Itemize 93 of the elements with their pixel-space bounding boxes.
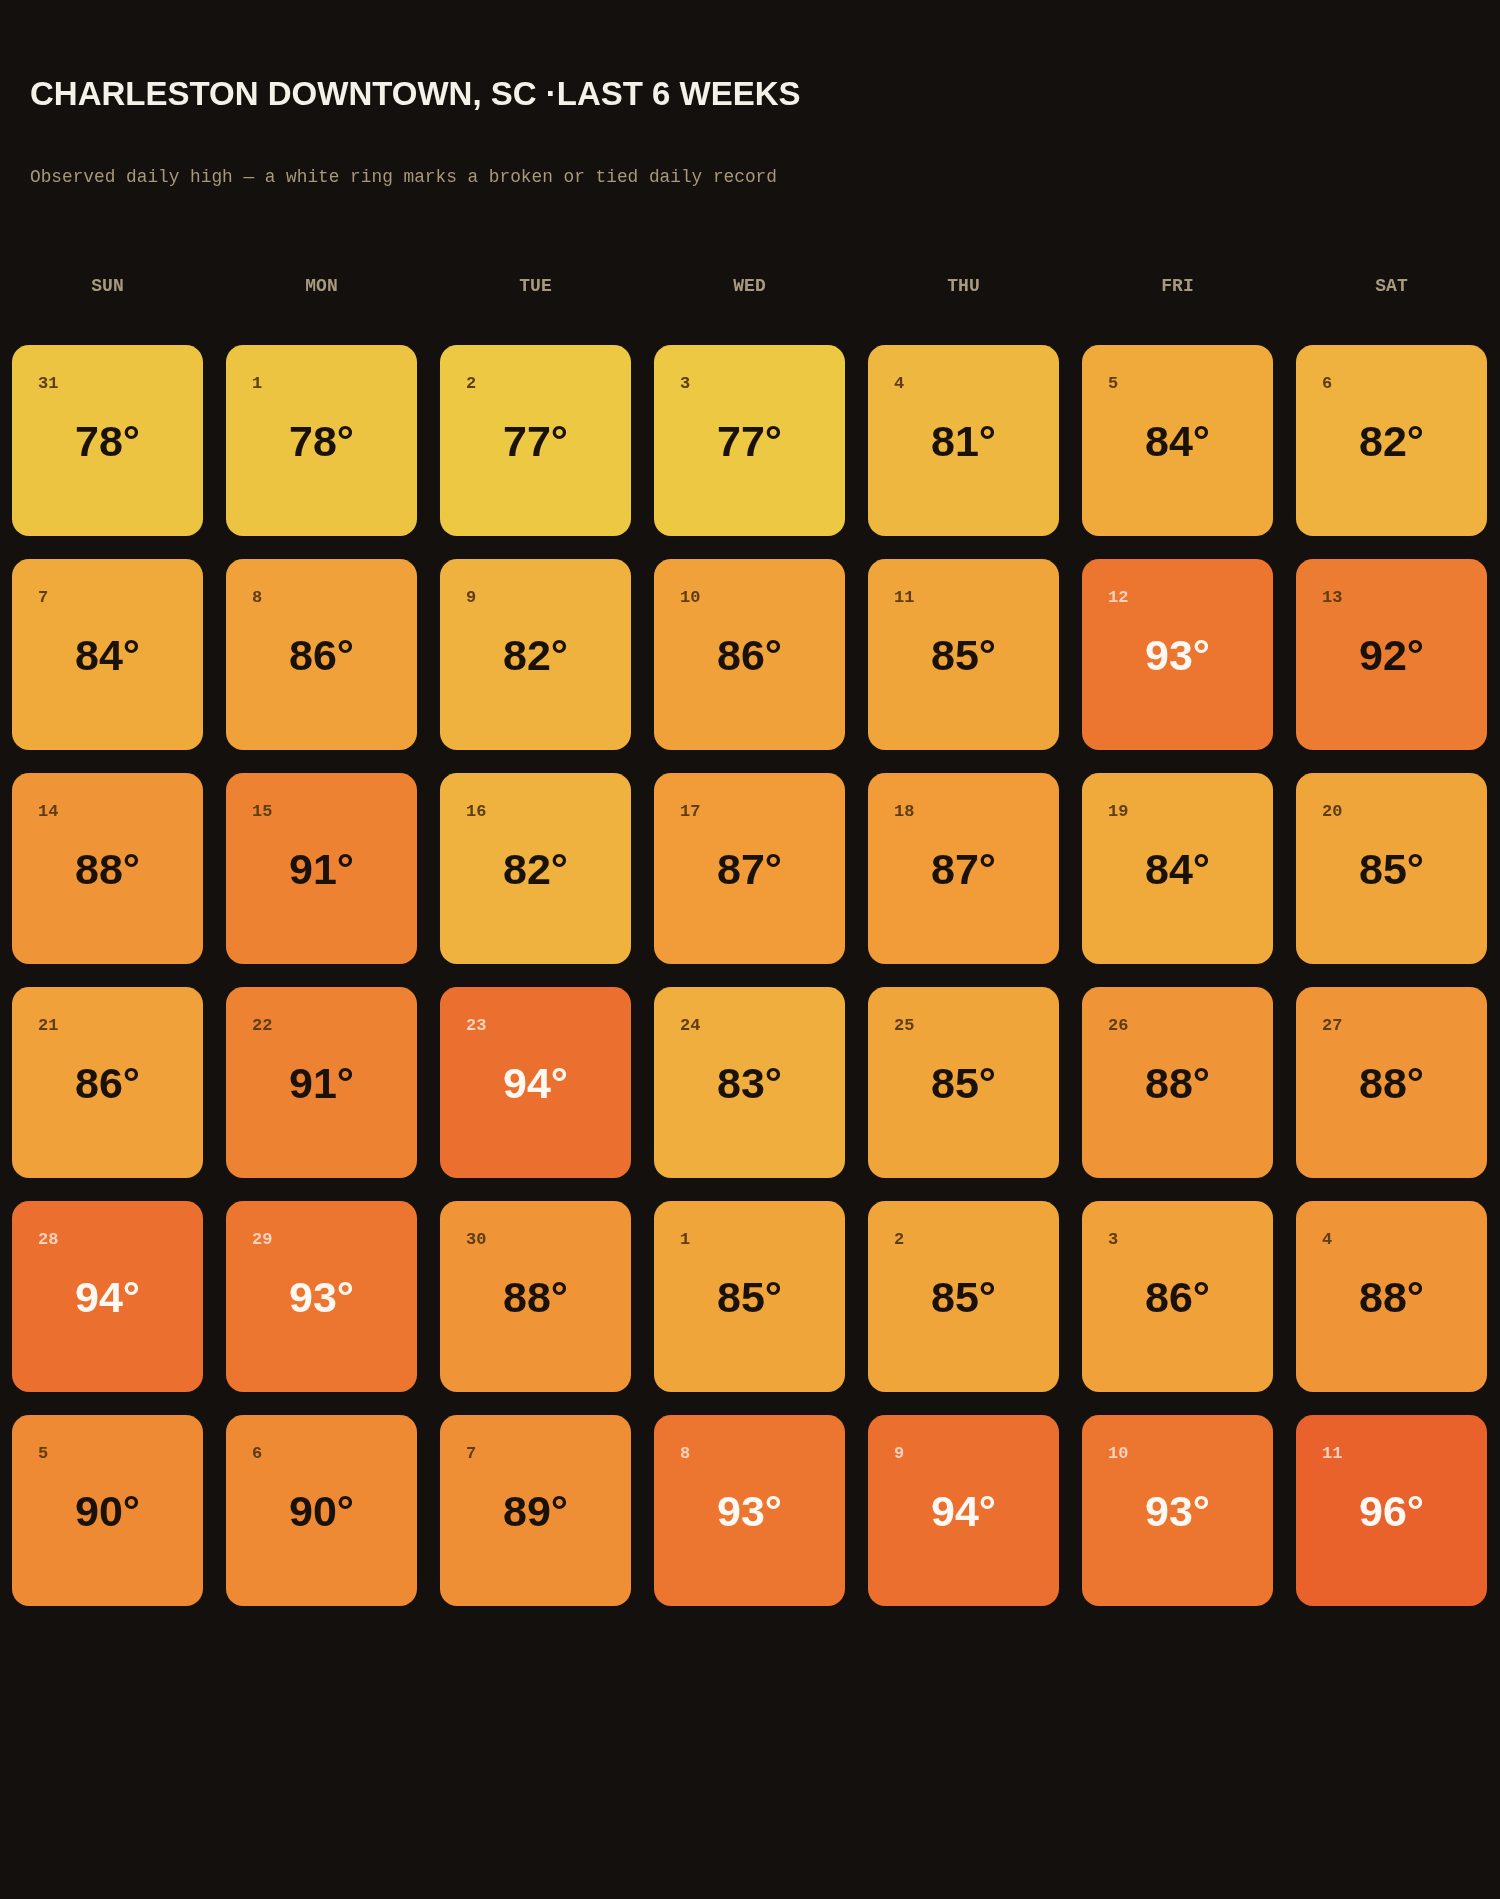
data-label: 91°	[288, 1059, 355, 1107]
x-tick-label: MON	[305, 275, 338, 296]
data-label: 87°	[716, 845, 783, 893]
data-label: 91°	[288, 845, 355, 893]
x-tick-label: THU	[947, 275, 980, 296]
annotation: 22	[252, 1016, 273, 1035]
data-label: 77°	[502, 417, 569, 465]
annotation: 2	[466, 374, 477, 393]
annotation: 15	[252, 802, 273, 821]
data-label: 86°	[288, 631, 355, 679]
x-tick-label: SUN	[91, 275, 124, 296]
annotation: 4	[1322, 1230, 1333, 1249]
data-label: 90°	[74, 1487, 141, 1535]
data-label: 93°	[1144, 631, 1211, 679]
data-label: 88°	[1144, 1059, 1211, 1107]
annotation: 24	[680, 1016, 701, 1035]
data-label: 86°	[716, 631, 783, 679]
annotation: 25	[894, 1016, 915, 1035]
annotation: 10	[680, 588, 701, 607]
annotation: 27	[1322, 1016, 1343, 1035]
annotation: 3	[680, 374, 691, 393]
data-label: 87°	[930, 845, 997, 893]
data-label: 94°	[502, 1059, 569, 1107]
x-tick-label: WED	[733, 275, 766, 296]
annotation: 12	[1108, 588, 1129, 607]
data-label: 90°	[288, 1487, 355, 1535]
data-label: 88°	[1358, 1059, 1425, 1107]
annotation: 31	[38, 374, 59, 393]
data-label: 83°	[716, 1059, 783, 1107]
data-label: 82°	[502, 845, 569, 893]
annotation: 14	[38, 802, 59, 821]
data-label: 93°	[288, 1273, 355, 1321]
data-label: 85°	[930, 1059, 997, 1107]
annotation: 5	[1108, 374, 1119, 393]
data-label: 96°	[1358, 1487, 1425, 1535]
data-label: 85°	[930, 631, 997, 679]
data-label: 82°	[502, 631, 569, 679]
annotation: 18	[894, 802, 915, 821]
annotation: 6	[1322, 374, 1333, 393]
data-label: 82°	[1358, 417, 1425, 465]
annotation: 30	[466, 1230, 487, 1249]
annotation: 6	[252, 1444, 263, 1463]
annotation: 13	[1322, 588, 1343, 607]
annotation: 16	[466, 802, 487, 821]
data-label: 93°	[716, 1487, 783, 1535]
annotation: 8	[680, 1444, 691, 1463]
x-tick-label: SAT	[1375, 275, 1408, 296]
data-label: 84°	[1144, 417, 1211, 465]
annotation: 20	[1322, 802, 1343, 821]
data-label: 85°	[930, 1273, 997, 1321]
annotation: 3	[1108, 1230, 1119, 1249]
annotation: 11	[894, 588, 915, 607]
data-label: 94°	[74, 1273, 141, 1321]
annotation: 26	[1108, 1016, 1129, 1035]
annotation: 19	[1108, 802, 1129, 821]
annotation: 23	[466, 1016, 487, 1035]
data-label: 85°	[716, 1273, 783, 1321]
annotation: 21	[38, 1016, 59, 1035]
annotation: 5	[38, 1444, 49, 1463]
data-label: 86°	[74, 1059, 141, 1107]
x-tick-label: FRI	[1161, 275, 1194, 296]
data-label: 84°	[1144, 845, 1211, 893]
annotation: 1	[680, 1230, 691, 1249]
chart-subtitle: Observed daily high — a white ring marks a broken or tied daily record	[30, 167, 777, 188]
annotation: 8	[252, 588, 263, 607]
data-label: 88°	[74, 845, 141, 893]
data-label: 78°	[74, 417, 141, 465]
annotation: 17	[680, 802, 701, 821]
data-label: 88°	[1358, 1273, 1425, 1321]
data-label: 94°	[930, 1487, 997, 1535]
annotation: 1	[252, 374, 263, 393]
data-label: 93°	[1144, 1487, 1211, 1535]
annotation: 11	[1322, 1444, 1343, 1463]
data-label: 86°	[1144, 1273, 1211, 1321]
annotation: 10	[1108, 1444, 1129, 1463]
data-label: 81°	[930, 417, 997, 465]
data-label: 84°	[74, 631, 141, 679]
data-label: 78°	[288, 417, 355, 465]
annotation: 9	[466, 588, 477, 607]
annotation: 7	[466, 1444, 477, 1463]
data-label: 89°	[502, 1487, 569, 1535]
annotation: 28	[38, 1230, 59, 1249]
x-tick-label: TUE	[519, 275, 552, 296]
data-label: 92°	[1358, 631, 1425, 679]
annotation: 9	[894, 1444, 905, 1463]
annotation: 2	[894, 1230, 905, 1249]
data-label: 88°	[502, 1273, 569, 1321]
annotation: 4	[894, 374, 905, 393]
data-label: 77°	[716, 417, 783, 465]
annotation: 7	[38, 588, 49, 607]
data-label: 85°	[1358, 845, 1425, 893]
chart-title: CHARLESTON DOWNTOWN, SC ·LAST 6 WEEKS	[30, 75, 801, 113]
annotation: 29	[252, 1230, 273, 1249]
